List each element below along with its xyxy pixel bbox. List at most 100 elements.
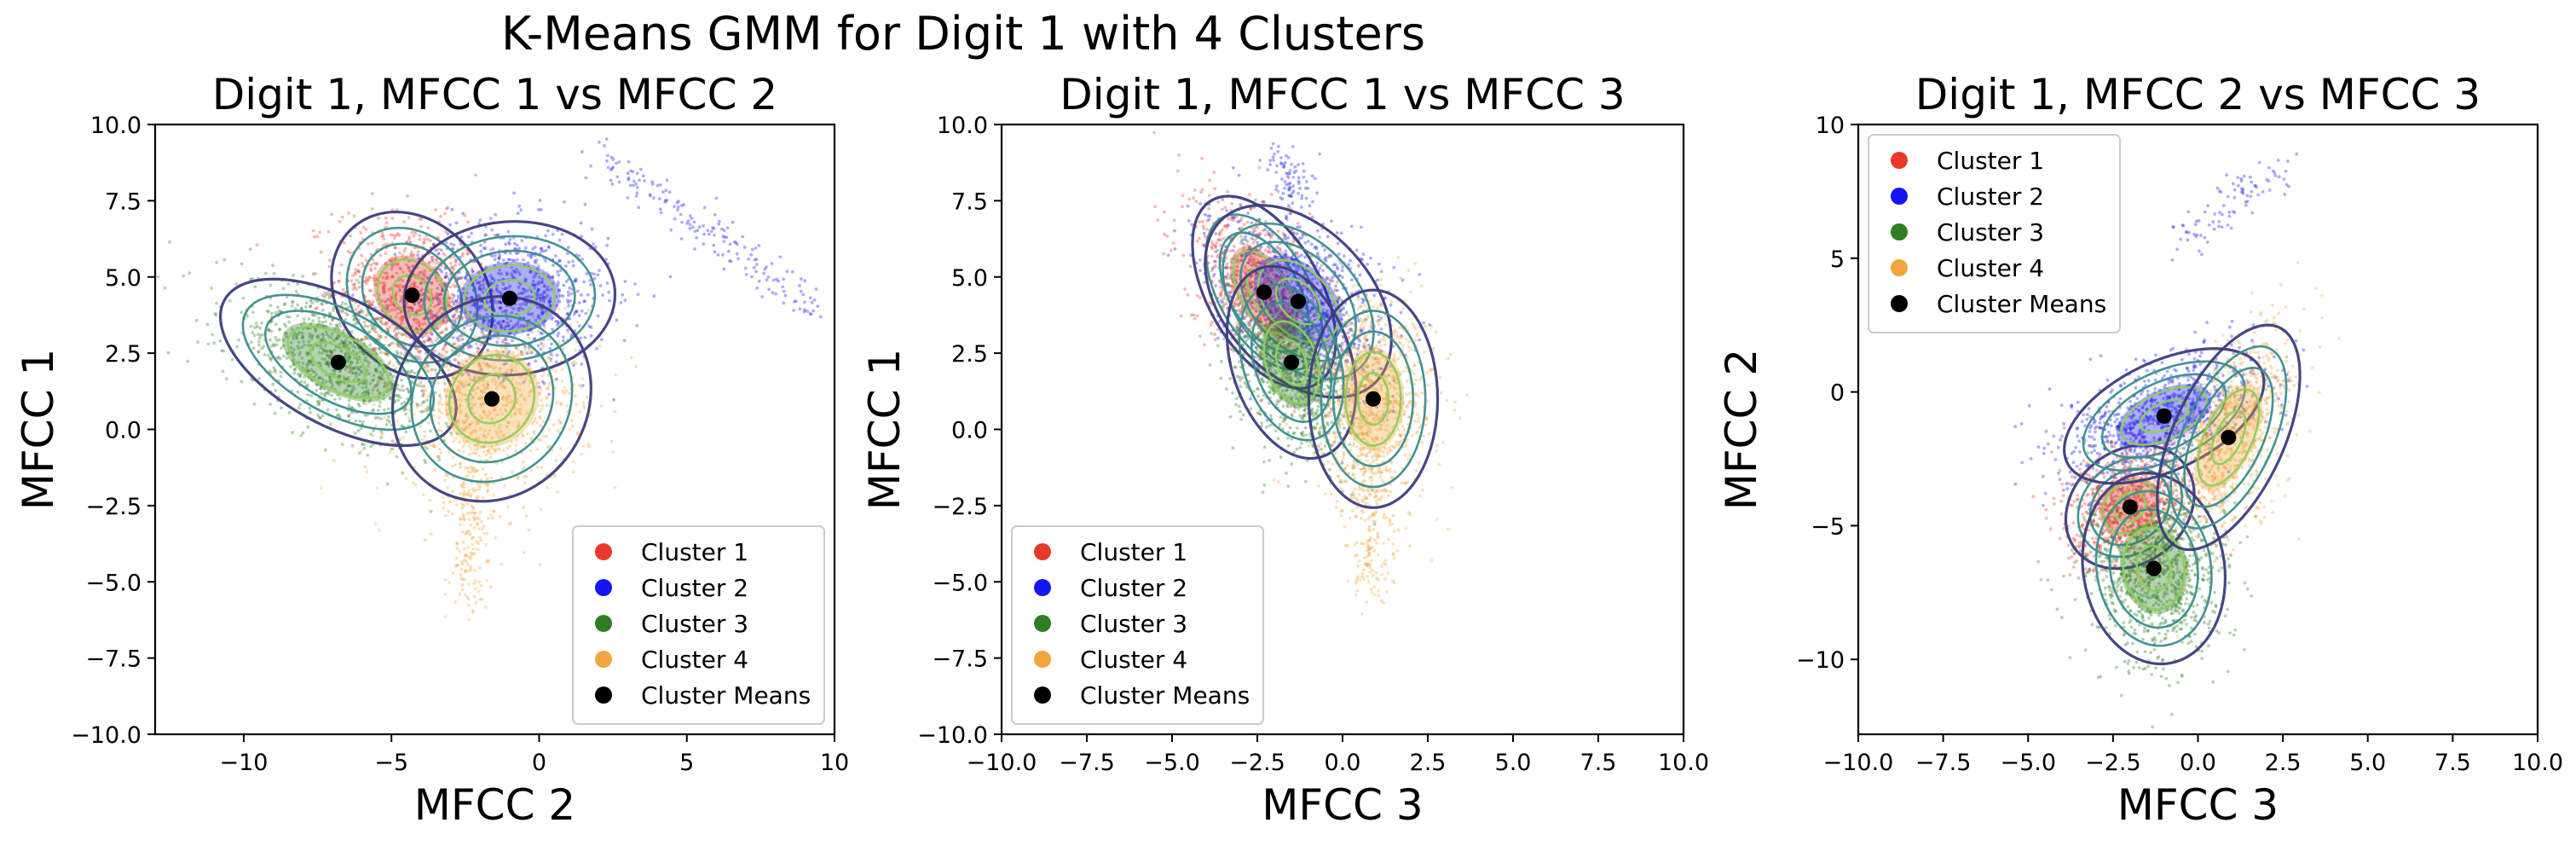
data-point <box>494 287 499 292</box>
data-point <box>408 370 413 374</box>
data-point <box>338 220 342 223</box>
data-point <box>444 364 448 368</box>
x-tick-label: 5 <box>679 750 694 776</box>
data-point <box>392 304 396 308</box>
data-point <box>1270 366 1274 369</box>
data-point <box>706 229 710 233</box>
data-point <box>459 382 464 386</box>
data-point <box>452 319 456 322</box>
data-point <box>443 275 448 279</box>
data-point <box>412 318 416 322</box>
cluster-mean-point <box>501 290 517 306</box>
data-point <box>723 235 726 240</box>
data-point <box>1312 297 1315 300</box>
data-point <box>586 308 591 312</box>
data-point <box>732 240 736 244</box>
data-point <box>327 296 332 299</box>
data-point <box>330 332 334 336</box>
data-point <box>269 358 273 362</box>
data-point <box>410 369 414 373</box>
data-point <box>379 417 383 421</box>
data-point <box>377 333 380 338</box>
data-point <box>437 282 442 287</box>
data-point <box>580 293 583 297</box>
data-point <box>326 360 329 364</box>
data-point <box>533 374 537 377</box>
data-point <box>519 208 523 212</box>
data-point <box>501 319 505 323</box>
data-point <box>409 250 413 254</box>
data-point <box>380 235 384 239</box>
data-point <box>386 320 390 324</box>
data-point <box>486 318 490 322</box>
data-point <box>399 267 403 271</box>
data-point <box>658 207 662 212</box>
data-point <box>419 403 424 407</box>
data-point <box>378 400 382 404</box>
data-point <box>806 310 809 313</box>
data-point <box>539 424 542 428</box>
data-point <box>567 293 570 297</box>
data-point <box>1245 269 1250 272</box>
data-point <box>419 308 422 312</box>
data-point <box>417 350 421 354</box>
contour-line <box>442 249 576 347</box>
data-point <box>443 275 448 279</box>
data-point <box>1283 327 1287 331</box>
data-point <box>543 326 546 330</box>
data-point <box>534 282 539 287</box>
data-point <box>489 281 493 285</box>
data-point <box>463 558 467 562</box>
data-point <box>486 380 490 384</box>
data-point <box>1313 367 1317 370</box>
data-point <box>522 506 526 509</box>
data-point <box>404 430 408 434</box>
data-point <box>527 528 531 532</box>
data-point <box>214 311 217 316</box>
data-point <box>808 296 812 300</box>
data-point <box>487 559 491 563</box>
data-point <box>1243 266 1247 270</box>
data-point <box>1264 301 1268 304</box>
data-point <box>477 360 481 364</box>
data-point <box>1225 277 1229 281</box>
data-point <box>443 478 447 483</box>
data-point <box>344 291 347 295</box>
data-point <box>767 287 771 292</box>
data-point <box>537 403 540 408</box>
data-point <box>448 223 452 227</box>
data-point <box>1228 275 1233 278</box>
subplot-2: −10.0 −7.5 −5.0 −2.5 0.0 2.5 5.0 7.5 10.0−10.0−7… <box>860 70 1709 830</box>
data-point <box>548 296 552 300</box>
data-point <box>372 348 376 352</box>
data-point <box>433 294 437 298</box>
data-point <box>505 397 510 400</box>
data-point <box>494 430 499 433</box>
data-point <box>713 212 717 217</box>
data-point <box>439 451 443 455</box>
data-point <box>476 448 480 452</box>
data-point <box>505 505 510 509</box>
data-point <box>337 383 341 387</box>
data-point <box>539 507 543 512</box>
data-point <box>659 211 663 215</box>
data-point <box>374 316 378 321</box>
data-point <box>1251 261 1255 265</box>
data-point <box>480 403 483 407</box>
data-point <box>1241 329 1245 333</box>
data-point <box>460 582 465 587</box>
data-point <box>460 254 465 258</box>
data-point <box>524 514 528 519</box>
data-point <box>373 266 378 270</box>
data-point <box>557 307 561 311</box>
data-point <box>419 349 422 353</box>
data-point <box>542 290 546 294</box>
data-point <box>430 368 435 372</box>
data-point <box>335 323 338 327</box>
data-point <box>546 274 551 278</box>
data-point <box>506 286 511 290</box>
data-point <box>475 422 478 426</box>
data-point <box>1215 255 1219 258</box>
data-point <box>537 385 541 389</box>
data-point <box>215 260 218 264</box>
